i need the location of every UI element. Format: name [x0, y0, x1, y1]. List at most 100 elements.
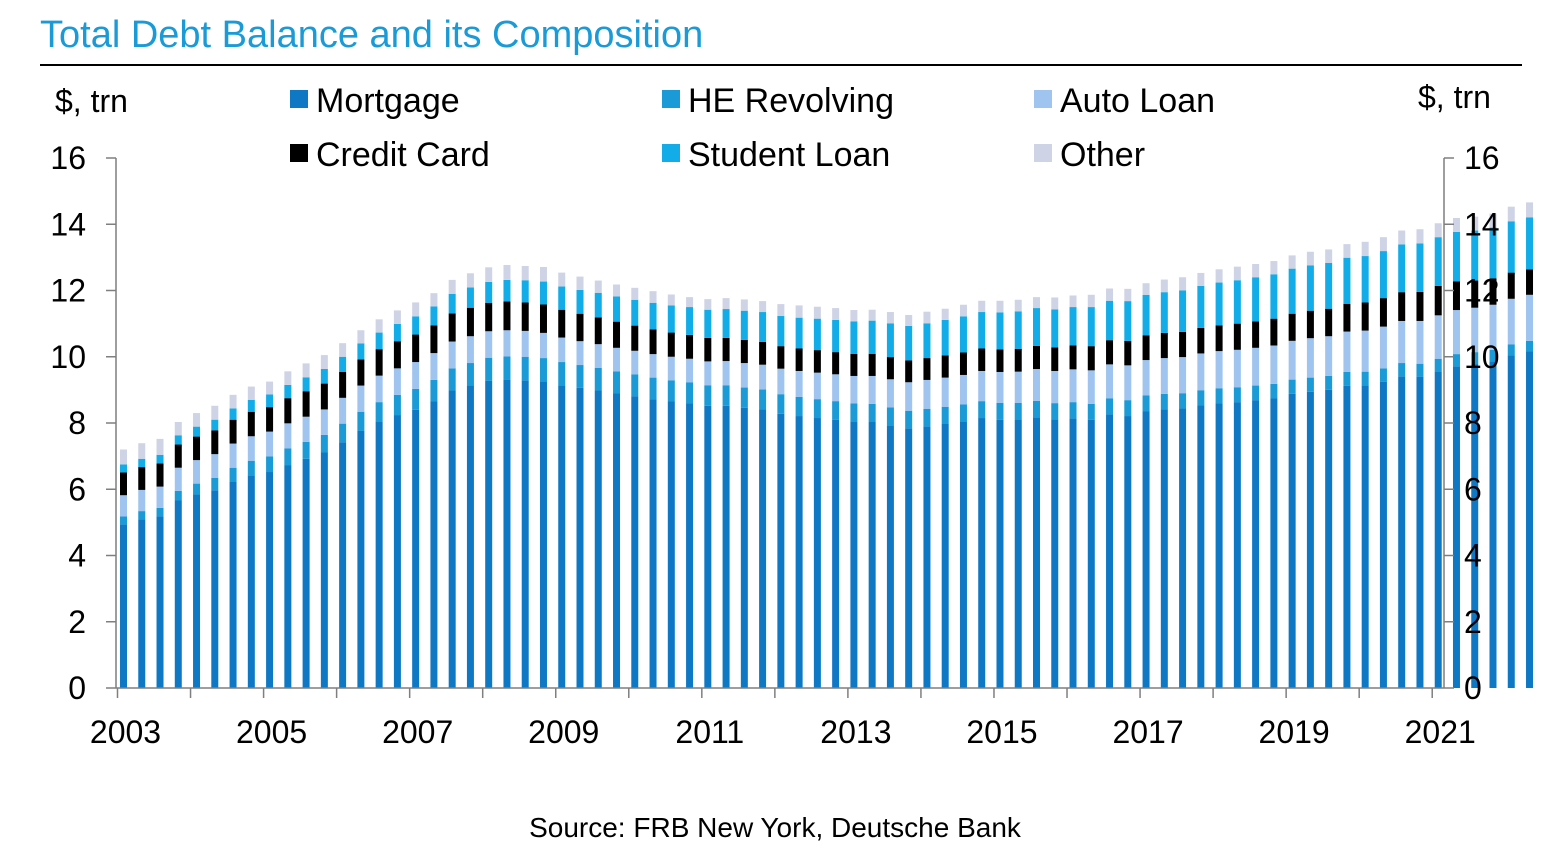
bar-student-loan-37 [795, 317, 803, 349]
bar-other-26 [594, 280, 602, 293]
legend-swatch-auto-loan [1034, 90, 1052, 108]
bar-student-loan-70 [1398, 244, 1406, 293]
bar-he-revolving-47 [978, 401, 986, 419]
bar-other-39 [832, 308, 840, 320]
bar-he-revolving-76 [1507, 344, 1515, 356]
bar-credit-card-77 [1526, 269, 1534, 295]
bar-auto-loan-16 [412, 362, 420, 389]
bar-auto-loan-48 [996, 371, 1004, 403]
bar-mortgage-35 [759, 409, 767, 688]
bar-he-revolving-15 [393, 394, 401, 416]
bar-he-revolving-28 [631, 374, 639, 397]
bar-other-55 [1124, 288, 1132, 302]
bar-student-loan-13 [357, 343, 365, 360]
bar-credit-card-40 [850, 353, 858, 376]
bar-other-35 [759, 301, 767, 313]
bar-student-loan-62 [1252, 277, 1260, 322]
bar-credit-card-56 [1142, 335, 1150, 361]
bar-mortgage-54 [1106, 414, 1114, 688]
bar-student-loan-57 [1160, 292, 1168, 333]
bar-student-loan-40 [850, 321, 858, 354]
bar-mortgage-56 [1142, 411, 1150, 688]
bar-auto-loan-21 [503, 330, 511, 357]
tick-layer: 0 0 2 2 4 4 6 6 8 8 10 10 12 12 14 14 16 16 2003 2005 2007 20… [50, 140, 1499, 750]
bar-other-31 [686, 297, 694, 308]
bar-other-51 [1051, 297, 1059, 310]
bar-auto-loan-20 [485, 331, 493, 358]
bar-other-49 [1014, 299, 1022, 312]
bar-credit-card-19 [466, 307, 474, 337]
bar-he-revolving-50 [1033, 400, 1040, 418]
bar-student-loan-47 [978, 312, 986, 349]
right-y-tick-label-12: 12 [1464, 273, 1500, 309]
bar-auto-loan-68 [1361, 330, 1369, 372]
bar-auto-loan-10 [302, 416, 310, 442]
bar-auto-loan-66 [1325, 336, 1333, 376]
bar-other-22 [521, 265, 529, 281]
legend-swatch-mortgage [290, 90, 308, 108]
bar-student-loan-52 [1069, 307, 1077, 346]
bar-mortgage-26 [594, 390, 602, 688]
bar-student-loan-74 [1471, 230, 1479, 281]
bar-credit-card-62 [1252, 321, 1260, 348]
bar-other-38 [813, 306, 821, 319]
bar-other-1 [138, 443, 146, 459]
left-y-tick-label-12: 12 [50, 273, 86, 309]
bar-he-revolving-63 [1270, 383, 1278, 399]
bar-auto-loan-61 [1233, 349, 1241, 388]
bar-other-44 [923, 311, 931, 324]
bar-credit-card-29 [649, 329, 657, 355]
bar-he-revolving-38 [813, 399, 821, 419]
bar-student-loan-59 [1197, 285, 1205, 328]
bar-auto-loan-52 [1069, 369, 1077, 403]
bar-other-75 [1489, 213, 1497, 228]
bar-other-4 [193, 413, 201, 427]
bar-auto-loan-42 [886, 379, 894, 408]
bar-credit-card-45 [941, 355, 949, 378]
bar-student-loan-63 [1270, 274, 1278, 319]
bar-mortgage-58 [1179, 408, 1187, 688]
bar-auto-loan-30 [667, 356, 675, 381]
bar-other-33 [722, 298, 730, 310]
bar-credit-card-12 [339, 371, 347, 398]
bar-he-revolving-74 [1471, 352, 1479, 365]
bar-other-59 [1197, 272, 1205, 286]
bar-student-loan-20 [485, 281, 493, 303]
bar-auto-loan-38 [813, 372, 821, 400]
bar-auto-loan-67 [1343, 331, 1351, 372]
bar-other-18 [448, 279, 456, 294]
bar-other-14 [375, 319, 383, 333]
bar-student-loan-61 [1233, 280, 1241, 324]
bar-student-loan-67 [1343, 257, 1351, 304]
bar-mortgage-20 [485, 380, 493, 688]
bar-other-27 [613, 284, 621, 297]
bar-he-revolving-18 [448, 368, 456, 391]
bar-student-loan-12 [339, 356, 347, 372]
bar-other-54 [1106, 288, 1114, 301]
bar-auto-loan-7 [247, 436, 255, 461]
right-y-tick-label-8: 8 [1464, 405, 1482, 441]
bar-other-43 [905, 315, 913, 326]
bar-he-revolving-54 [1106, 398, 1114, 415]
bar-auto-loan-59 [1197, 353, 1205, 391]
bar-credit-card-50 [1033, 345, 1040, 370]
bar-auto-loan-40 [850, 375, 858, 404]
bar-student-loan-27 [613, 296, 621, 322]
bar-auto-loan-65 [1306, 338, 1314, 378]
bar-he-revolving-48 [996, 402, 1004, 420]
bar-student-loan-3 [174, 435, 182, 445]
bar-other-7 [247, 386, 255, 400]
bar-mortgage-47 [978, 418, 986, 688]
bar-credit-card-64 [1288, 313, 1296, 341]
legend: Mortgage HE Revolving Auto Loan Credit Card… [290, 82, 1215, 174]
bar-he-revolving-52 [1069, 402, 1077, 419]
bar-he-revolving-45 [941, 406, 949, 424]
bar-he-revolving-65 [1306, 377, 1314, 392]
bar-mortgage-42 [886, 425, 894, 688]
right-y-tick-label-6: 6 [1464, 471, 1482, 507]
bar-he-revolving-5 [211, 477, 219, 491]
bar-credit-card-4 [193, 436, 201, 461]
bar-he-revolving-49 [1014, 402, 1022, 420]
bar-auto-loan-0 [120, 495, 127, 517]
bar-mortgage-73 [1452, 366, 1460, 688]
